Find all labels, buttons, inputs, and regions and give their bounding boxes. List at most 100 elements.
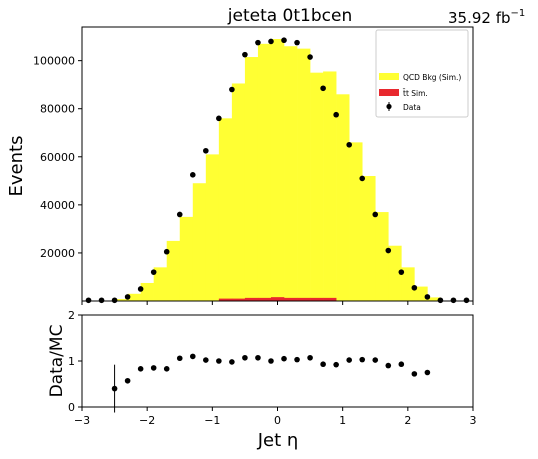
data-point (111, 297, 118, 304)
ttbar-bar (231, 298, 246, 301)
data-point (203, 147, 209, 154)
ratio-point (333, 361, 339, 368)
legend-label-ttbar: t̄t Sim. (403, 89, 428, 98)
data-point (385, 247, 392, 254)
ttbar-bar (244, 297, 259, 301)
data-point (398, 269, 405, 275)
ratio-x-tick-label: 2 (404, 414, 411, 427)
data-point (163, 248, 170, 255)
ttbar-bar (297, 297, 311, 301)
qcd-bar (284, 46, 298, 301)
data-point (294, 39, 300, 46)
ratio-point (294, 356, 300, 363)
qcd-bar (310, 72, 324, 302)
ratio-point (398, 361, 405, 368)
ratio-x-axis: −3 −2 −1 0 1 2 3 (74, 407, 477, 427)
main-panel: 20000 40000 60000 80000 100000 jeteta 0t1bce… (6, 6, 525, 305)
ratio-x-tick-label: −2 (139, 414, 155, 427)
ratio-point (111, 385, 118, 392)
ratio-x-tick-label: −1 (204, 414, 220, 427)
data-point (85, 297, 92, 304)
data-point (176, 211, 183, 218)
ratio-y-tick-label: 2 (68, 309, 75, 322)
qcd-bar (114, 299, 128, 301)
ratio-point (411, 371, 418, 377)
data-point (189, 172, 196, 178)
ratio-y-axis: 0 1 2 (68, 309, 82, 414)
y-tick-label: 40000 (40, 199, 75, 212)
ratio-y-tick-label: 1 (68, 355, 75, 368)
data-point (463, 297, 470, 304)
qcd-bar (218, 118, 233, 301)
ratio-point (346, 357, 352, 363)
ratio-y-axis-label: Data/MC (47, 325, 67, 398)
qcd-bar (297, 48, 311, 302)
lumi-exponent: −1 (511, 8, 526, 19)
ratio-point (307, 354, 313, 361)
ttbar-bar (284, 297, 298, 301)
data-point (242, 51, 248, 58)
ratio-point (385, 362, 392, 369)
data-point (320, 85, 326, 92)
data-point (372, 211, 379, 218)
y-tick-label: 80000 (40, 103, 75, 116)
ratio-y-tick-label: 0 (68, 401, 75, 414)
y-tick-label: 20000 (40, 247, 75, 260)
ratio-point (124, 377, 131, 384)
legend-marker-data (386, 103, 392, 110)
ratio-point (229, 359, 235, 365)
main-y-axis: 20000 40000 60000 80000 100000 (33, 55, 82, 260)
qcd-bar (140, 282, 154, 301)
data-point (346, 141, 352, 148)
ttbar-bar (323, 297, 337, 301)
qcd-bar (127, 293, 141, 301)
ratio-panel: 0 1 2 −3 −2 −1 0 1 2 3 Data/MC Jet η (47, 309, 477, 451)
x-axis-label: Jet η (257, 430, 299, 451)
ratio-point (255, 354, 261, 361)
ratio-point (189, 353, 196, 360)
ratio-point (163, 366, 170, 372)
qcd-bar (401, 267, 415, 301)
qcd-bar (166, 240, 181, 301)
ratio-point (424, 369, 431, 376)
qcd-bar (414, 286, 428, 301)
data-point (150, 269, 157, 275)
ratio-point (372, 357, 379, 363)
qcd-bar (362, 176, 376, 301)
qcd-bar (231, 83, 246, 301)
qcd-bar (375, 212, 389, 301)
ratio-point (281, 355, 287, 362)
data-point (137, 286, 144, 292)
qcd-bar (336, 94, 350, 301)
data-point (216, 115, 222, 122)
data-point (281, 37, 287, 44)
y-tick-label: 60000 (40, 151, 75, 164)
qcd-bar (192, 183, 207, 301)
data-point (411, 284, 418, 291)
legend: QCD Bkg (Sim.) t̄t Sim. Data (375, 29, 469, 118)
data-point (450, 297, 457, 304)
qcd-bar (270, 39, 285, 301)
y-tick-label: 100000 (33, 55, 75, 68)
lumi-label: 35.92 fb−1 (448, 8, 525, 27)
qcd-bar (323, 71, 337, 302)
ratio-x-tick-label: 1 (339, 414, 346, 427)
data-point (229, 86, 235, 93)
ttbar-bar (310, 297, 324, 301)
chart-title: jeteta 0t1bcen (227, 6, 352, 26)
data-point (424, 294, 431, 300)
data-point (255, 39, 261, 46)
ratio-point (359, 356, 366, 363)
qcd-bar (388, 245, 402, 301)
qcd-bar (349, 142, 363, 301)
data-point (359, 175, 366, 182)
histogram-bars (114, 39, 441, 302)
y-axis-label: Events (6, 136, 27, 197)
ttbar-bar (218, 298, 233, 301)
data-point (124, 294, 131, 300)
legend-label-data: Data (403, 103, 421, 112)
ratio-point (216, 358, 222, 364)
ttbar-bar (257, 297, 272, 301)
data-point (437, 297, 444, 304)
